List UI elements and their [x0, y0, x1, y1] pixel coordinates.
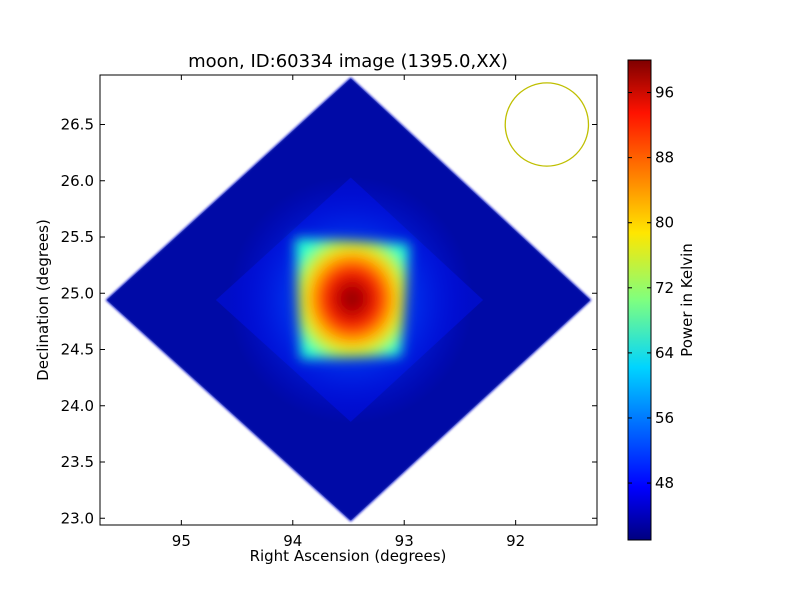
colorbar-tick-label: 72 — [655, 279, 674, 297]
y-axis-label: Declination (degrees) — [34, 219, 52, 381]
colorbar-label: Power in Kelvin — [678, 243, 696, 357]
colorbar — [627, 59, 652, 541]
x-axis-label: Right Ascension (degrees) — [250, 547, 447, 565]
x-tick-label: 94 — [283, 532, 302, 550]
source-core — [295, 238, 410, 360]
colorbar-tick-label: 64 — [655, 344, 674, 362]
y-tick-label: 24.0 — [61, 397, 94, 415]
plot-area — [105, 77, 592, 522]
colorbar-tick-label: 80 — [655, 214, 674, 232]
x-tick-label: 92 — [506, 532, 525, 550]
y-tick-label: 23.0 — [61, 509, 94, 527]
footprint-dark-rim — [106, 78, 591, 521]
y-tick-label: 24.5 — [61, 341, 94, 359]
y-axis-ticks: 23.0 23.5 24.0 24.5 25.0 25.5 26.0 26.5 — [61, 116, 597, 527]
chart-title: moon, ID:60334 image (1395.0,XX) — [188, 51, 508, 72]
y-tick-label: 25.5 — [61, 228, 94, 246]
colorbar-tick-label: 56 — [655, 409, 674, 427]
x-tick-label: 93 — [395, 532, 414, 550]
x-axis-ticks: 95 94 93 92 — [172, 75, 525, 550]
y-tick-label: 23.5 — [61, 453, 94, 471]
y-tick-label: 26.0 — [61, 172, 94, 190]
colorbar-ticks: 48 56 64 72 80 88 96 — [628, 84, 674, 492]
x-tick-label: 95 — [172, 532, 191, 550]
y-tick-label: 25.0 — [61, 284, 94, 302]
colorbar-tick-label: 48 — [655, 474, 674, 492]
colorbar-tick-label: 88 — [655, 149, 674, 167]
colorbar-tick-label: 96 — [655, 84, 674, 102]
y-tick-label: 26.5 — [61, 116, 94, 134]
axes-frame — [99, 74, 598, 526]
beam-circle — [504, 82, 590, 167]
